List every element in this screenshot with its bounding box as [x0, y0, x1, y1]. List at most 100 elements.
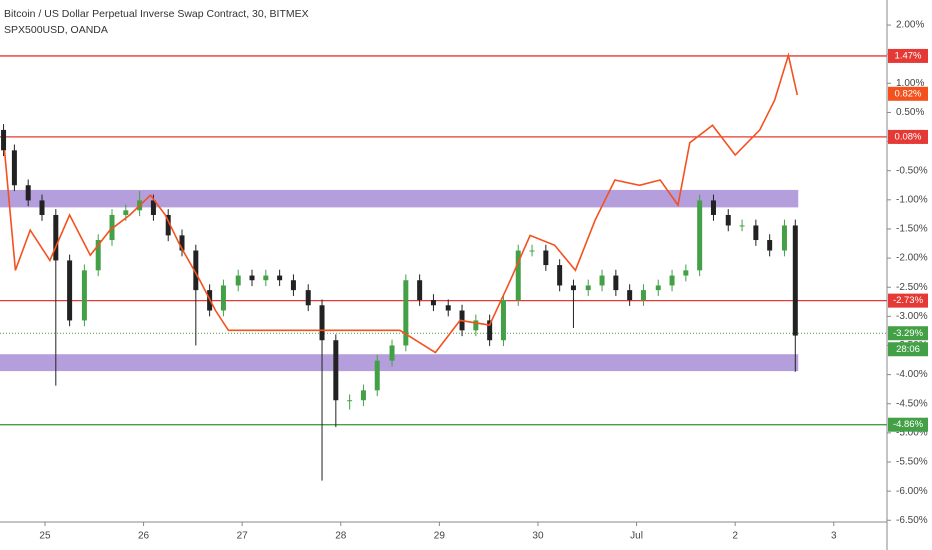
axis-label: -3.29%: [893, 328, 924, 339]
y-tick-label: -4.00%: [896, 369, 928, 380]
y-tick-label: -3.00%: [896, 311, 928, 322]
y-tick-label: -5.00%: [896, 428, 928, 439]
axis-label-box: 1.47%: [888, 48, 928, 63]
candle-body: [529, 250, 535, 252]
countdown: 28:06: [896, 344, 920, 355]
candle-body: [1, 129, 7, 151]
candle-body: [374, 360, 380, 391]
candle-body: [11, 150, 17, 186]
candle-body: [417, 280, 423, 301]
plot: [0, 52, 887, 481]
chart-title: Bitcoin / US Dollar Perpetual Inverse Sw…: [4, 8, 309, 20]
candle-body: [725, 214, 731, 226]
y-tick-label: -2.50%: [896, 282, 928, 293]
candle-body: [39, 200, 45, 215]
x-tick-label: 27: [237, 531, 249, 542]
candle-body: [683, 270, 689, 276]
axis-label-box: 0.08%: [888, 129, 928, 144]
y-tick-label: -1.00%: [896, 194, 928, 205]
candle-body: [599, 275, 605, 286]
candle-body: [389, 345, 395, 361]
axis-label-box: -2.73%: [888, 293, 928, 308]
candle-body: [753, 225, 759, 241]
candle-body: [305, 290, 311, 306]
candle-body: [235, 275, 241, 286]
candle-body: [640, 290, 646, 301]
y-tick-label: 0.50%: [896, 107, 924, 118]
y-tick-label: -5.50%: [896, 457, 928, 468]
candle-body: [767, 240, 773, 251]
x-tick-label: 29: [434, 531, 446, 542]
candle-body: [500, 300, 506, 341]
candle-body: [430, 300, 436, 306]
candle-body: [585, 285, 591, 291]
axis-label-bg: [888, 129, 928, 144]
candle-body: [557, 265, 563, 286]
candle-body: [627, 290, 633, 301]
y-tick-label: -2.00%: [896, 253, 928, 264]
y-tick-label: 2.00%: [896, 20, 924, 31]
axis-label-bg: [888, 48, 928, 63]
candle-body: [319, 305, 325, 341]
axis-label-box: -3.29%: [888, 326, 928, 341]
x-tick-label: 28: [335, 531, 347, 542]
candle-body: [515, 250, 521, 301]
support-zone: [0, 189, 799, 208]
candle-body: [53, 214, 59, 261]
axis-label-bg: [888, 326, 928, 341]
y-tick-label: -6.50%: [896, 515, 928, 526]
overlay-line: [3, 52, 799, 354]
axis-label: 0.82%: [895, 88, 922, 99]
x-tick-label: 2: [732, 531, 738, 542]
x-tick-label: 3: [831, 531, 837, 542]
candle-body: [193, 250, 199, 291]
axis-label-box: -4.86%: [888, 417, 928, 432]
candle-body: [123, 210, 129, 215]
candle-body: [165, 214, 171, 236]
candle-body: [150, 200, 156, 215]
candle-body: [81, 270, 87, 321]
axis-label-bg: [888, 417, 928, 432]
candle-body: [333, 340, 339, 401]
x-tick-label: 25: [39, 531, 51, 542]
candle-body: [543, 250, 549, 266]
candle-body: [655, 285, 661, 291]
chart-subtitle: SPX500USD, OANDA: [4, 24, 108, 36]
countdown-bg: [888, 342, 928, 357]
candle-body: [290, 280, 296, 291]
y-tick-label: -4.50%: [896, 398, 928, 409]
axis-label-bg: [888, 86, 928, 101]
candle-body: [249, 275, 255, 281]
candle-body: [739, 225, 745, 227]
candle-body: [109, 214, 115, 241]
countdown-box: 28:06: [888, 342, 928, 357]
candle-body: [403, 280, 409, 346]
y-tick-label: 1.00%: [896, 78, 924, 89]
candle-body: [792, 225, 798, 336]
candle-body: [613, 275, 619, 291]
candle-body: [360, 390, 366, 401]
candle-body: [570, 285, 576, 291]
candle-body: [669, 275, 675, 286]
axis-label: 0.08%: [895, 131, 922, 142]
axis-label: -4.86%: [893, 419, 924, 430]
y-tick-label: -1.50%: [896, 224, 928, 235]
candle-body: [445, 305, 451, 311]
y-tick-label: -0.50%: [896, 165, 928, 176]
x-tick-label: 26: [138, 531, 150, 542]
candle-body: [781, 225, 787, 251]
candle-body: [95, 240, 101, 271]
support-zone: [0, 354, 799, 372]
candle-body: [179, 235, 185, 251]
candle-body: [710, 200, 716, 215]
y-tick-label: -6.00%: [896, 486, 928, 497]
candle-body: [473, 320, 479, 331]
axis-label-box: 0.82%: [888, 86, 928, 101]
candle-body: [25, 185, 31, 201]
candle-body: [487, 320, 493, 341]
x-tick-label: 30: [532, 531, 544, 542]
candle-body: [277, 275, 283, 281]
candle-body: [220, 285, 226, 311]
